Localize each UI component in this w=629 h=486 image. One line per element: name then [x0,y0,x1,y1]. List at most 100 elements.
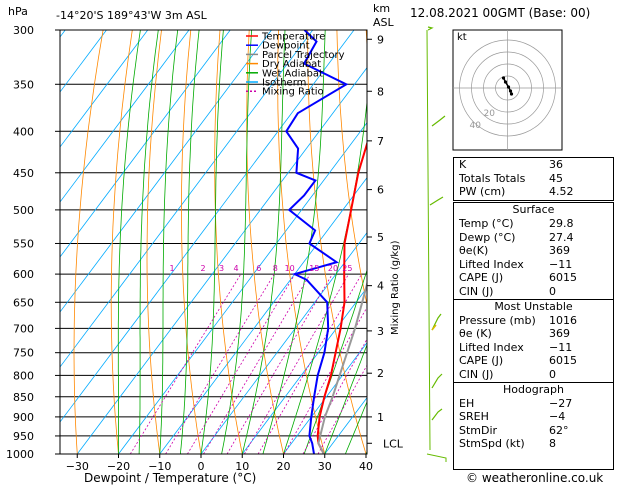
temperature-tick-label: −30 [66,460,89,473]
stat-value: 1016 [549,313,577,327]
isotherm-line [60,30,231,258]
stat-label: Pressure (mb) [459,313,536,327]
km-tick-label: 7 [377,135,384,148]
stat-row: StmDir 62° [454,424,613,438]
dry-adiabat-line [73,30,104,454]
mixing-ratio-line [317,364,367,454]
temperature-tick-label: 30 [318,460,332,473]
km-tick-label: 4 [377,280,384,293]
pressure-axis: 300 350 400 450 500 550 600 650 700 750 800 850 900 9… [6,24,60,461]
datetime-text: 12.08.2021 00GMT (Base: 00) [410,6,590,20]
dry-adiabat-line [214,30,243,454]
isotherm-line [76,67,367,454]
stat-row: CIN (J) 0 [454,368,613,382]
isotherm-line [200,231,367,454]
temperature-tick-label: −20 [107,460,130,473]
wind-barb [429,196,444,206]
stat-label: SREH [459,410,489,424]
pressure-tick-label: 400 [13,125,34,138]
hodograph-point [506,85,511,89]
stat-value: 6015 [549,354,577,368]
hodograph-point [508,89,513,93]
km-tick-label: 3 [377,325,384,338]
stat-label: Dewp (°C) [459,230,516,244]
x-axis-title: Dewpoint / Temperature (°C) [84,471,256,485]
pressure-tick-label: 450 [13,167,34,180]
isotherm-line [60,30,355,423]
stat-row: SREH −4 [454,410,613,424]
km-tick-label: 1 [377,411,384,424]
stat-row: Lifted Index −11 [454,341,613,355]
hodograph-unit: kt [457,32,467,43]
stat-value: 0 [549,284,556,298]
hodograph-ring-label: 20 [484,109,496,119]
pressure-tick-label: 700 [13,322,34,335]
stat-label: θe(K) [459,244,489,258]
wind-barb [431,373,443,389]
km-tick-label: 8 [377,85,384,98]
legend-entry: Parcel Trajectory [262,50,345,61]
indices-table: K 36 Totals Totals 45 PW (cm) 4.52 [453,157,614,201]
dry-adiabat-line [146,30,162,454]
mixing-ratio-line [187,273,296,454]
stat-label: StmDir [459,423,498,437]
pressure-tick-label: 650 [13,296,34,309]
wind-barb [427,26,434,31]
wind-barb [431,115,446,127]
mixing-ratio-line [226,273,333,454]
temperature-tick-label: 40 [359,460,373,473]
pressure-tick-label: 900 [13,411,34,424]
stat-label: CIN (J) [459,367,494,381]
stat-label: EH [459,396,475,410]
pressure-tick-label: 850 [13,391,34,404]
wet-adiabat-line [117,30,141,454]
stat-value: 36 [549,158,563,171]
stat-value: −11 [549,340,573,354]
background-lines [60,30,367,454]
hodograph-title: Hodograph [454,381,613,397]
stat-row: Temp (°C) 29.8 [454,217,613,231]
stat-value: −11 [549,257,573,271]
stat-value: 4.52 [549,185,574,199]
mixing-ratio-line [257,273,362,454]
stat-value: 0 [549,367,556,381]
stat-label: θe (K) [459,327,492,341]
stat-row: Totals Totals 45 [454,172,613,186]
pressure-tick-label: 800 [13,369,34,382]
stat-value: 369 [549,327,570,341]
stat-row: CAPE (J) 6015 [454,354,613,368]
legend-entry: Temperature [261,32,325,43]
surface-title: Surface [512,203,555,216]
stat-label: Lifted Index [459,257,524,271]
wet-adiabat-line [345,400,367,454]
isotherm-line [60,30,190,203]
temperature-tick-label: 0 [198,460,205,473]
stat-value: 62° [549,423,569,437]
pressure-tick-label: 500 [13,204,34,217]
stat-row: StmSpd (kt) 8 [454,437,613,451]
hodograph-ring-label: 40 [470,121,482,131]
wet-adiabat-line [200,30,224,454]
stat-label: K [459,158,467,171]
mixing-ratio-label: 1 [170,264,175,273]
mixing-ratio-label: 3 [219,264,224,273]
legend-entry: Wet Adiabat [262,68,323,79]
plot-frame [59,29,368,455]
legend-entry: Dewpoint [262,41,310,52]
lcl-label: LCL [383,437,404,450]
stat-value: −27 [549,396,573,410]
dry-adiabat-line [110,30,133,454]
wet-adiabat-line [180,30,200,454]
wind-barb [431,324,437,331]
stat-label: Temp (°C) [459,217,514,230]
wet-adiabat-line [283,98,367,454]
km-tick-label: 5 [377,231,384,244]
pressure-tick-label: 550 [13,238,34,251]
wet-adiabat-line [262,30,326,454]
km-label: km [373,2,390,15]
stat-label: PW (cm) [459,185,506,199]
mixing-ratio-axis-title: Mixing Ratio (g/kg) [390,240,401,335]
mixing-ratio-label: 10 [285,264,295,273]
